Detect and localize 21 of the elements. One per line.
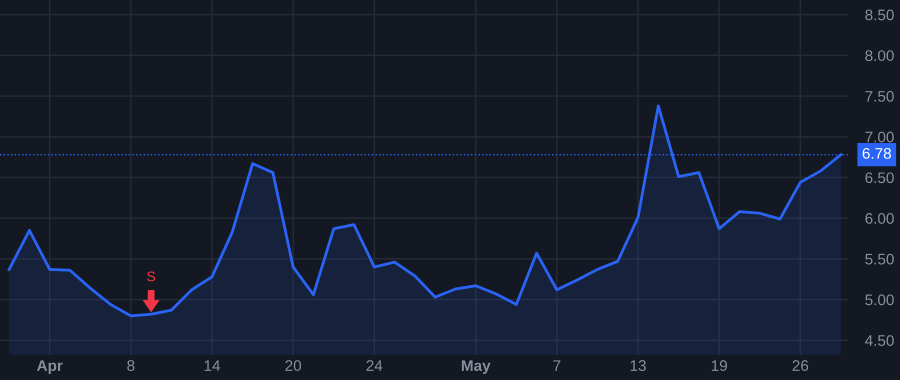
x-tick-label: Apr: [36, 360, 63, 374]
y-tick-label: 6.00: [865, 213, 894, 224]
ref-line-label: 6.78: [862, 148, 891, 159]
x-tick-label: 24: [366, 360, 382, 371]
y-tick-label: 5.00: [865, 294, 894, 306]
y-tick-label: 4.50: [865, 335, 894, 346]
series-label: S: [147, 271, 156, 282]
x-tick-label: 20: [285, 360, 302, 372]
x-tick-label: 26: [792, 360, 808, 372]
y-tick-label: 8.50: [865, 10, 894, 20]
y-tick-label: 7.50: [865, 90, 894, 102]
x-tick-label: May: [462, 360, 491, 374]
x-tick-label: 8: [127, 360, 134, 372]
y-tick-label: 8.00: [865, 50, 894, 62]
x-tick-label: 19: [712, 360, 727, 372]
y-tick-label: 6.50: [865, 172, 894, 184]
y-tick-label: 5.50: [865, 254, 894, 265]
x-tick-label: 7: [553, 360, 560, 371]
y-tick-label: 7.00: [865, 132, 894, 142]
x-tick-label: 14: [204, 360, 220, 371]
x-tick-label: 13: [630, 360, 646, 372]
